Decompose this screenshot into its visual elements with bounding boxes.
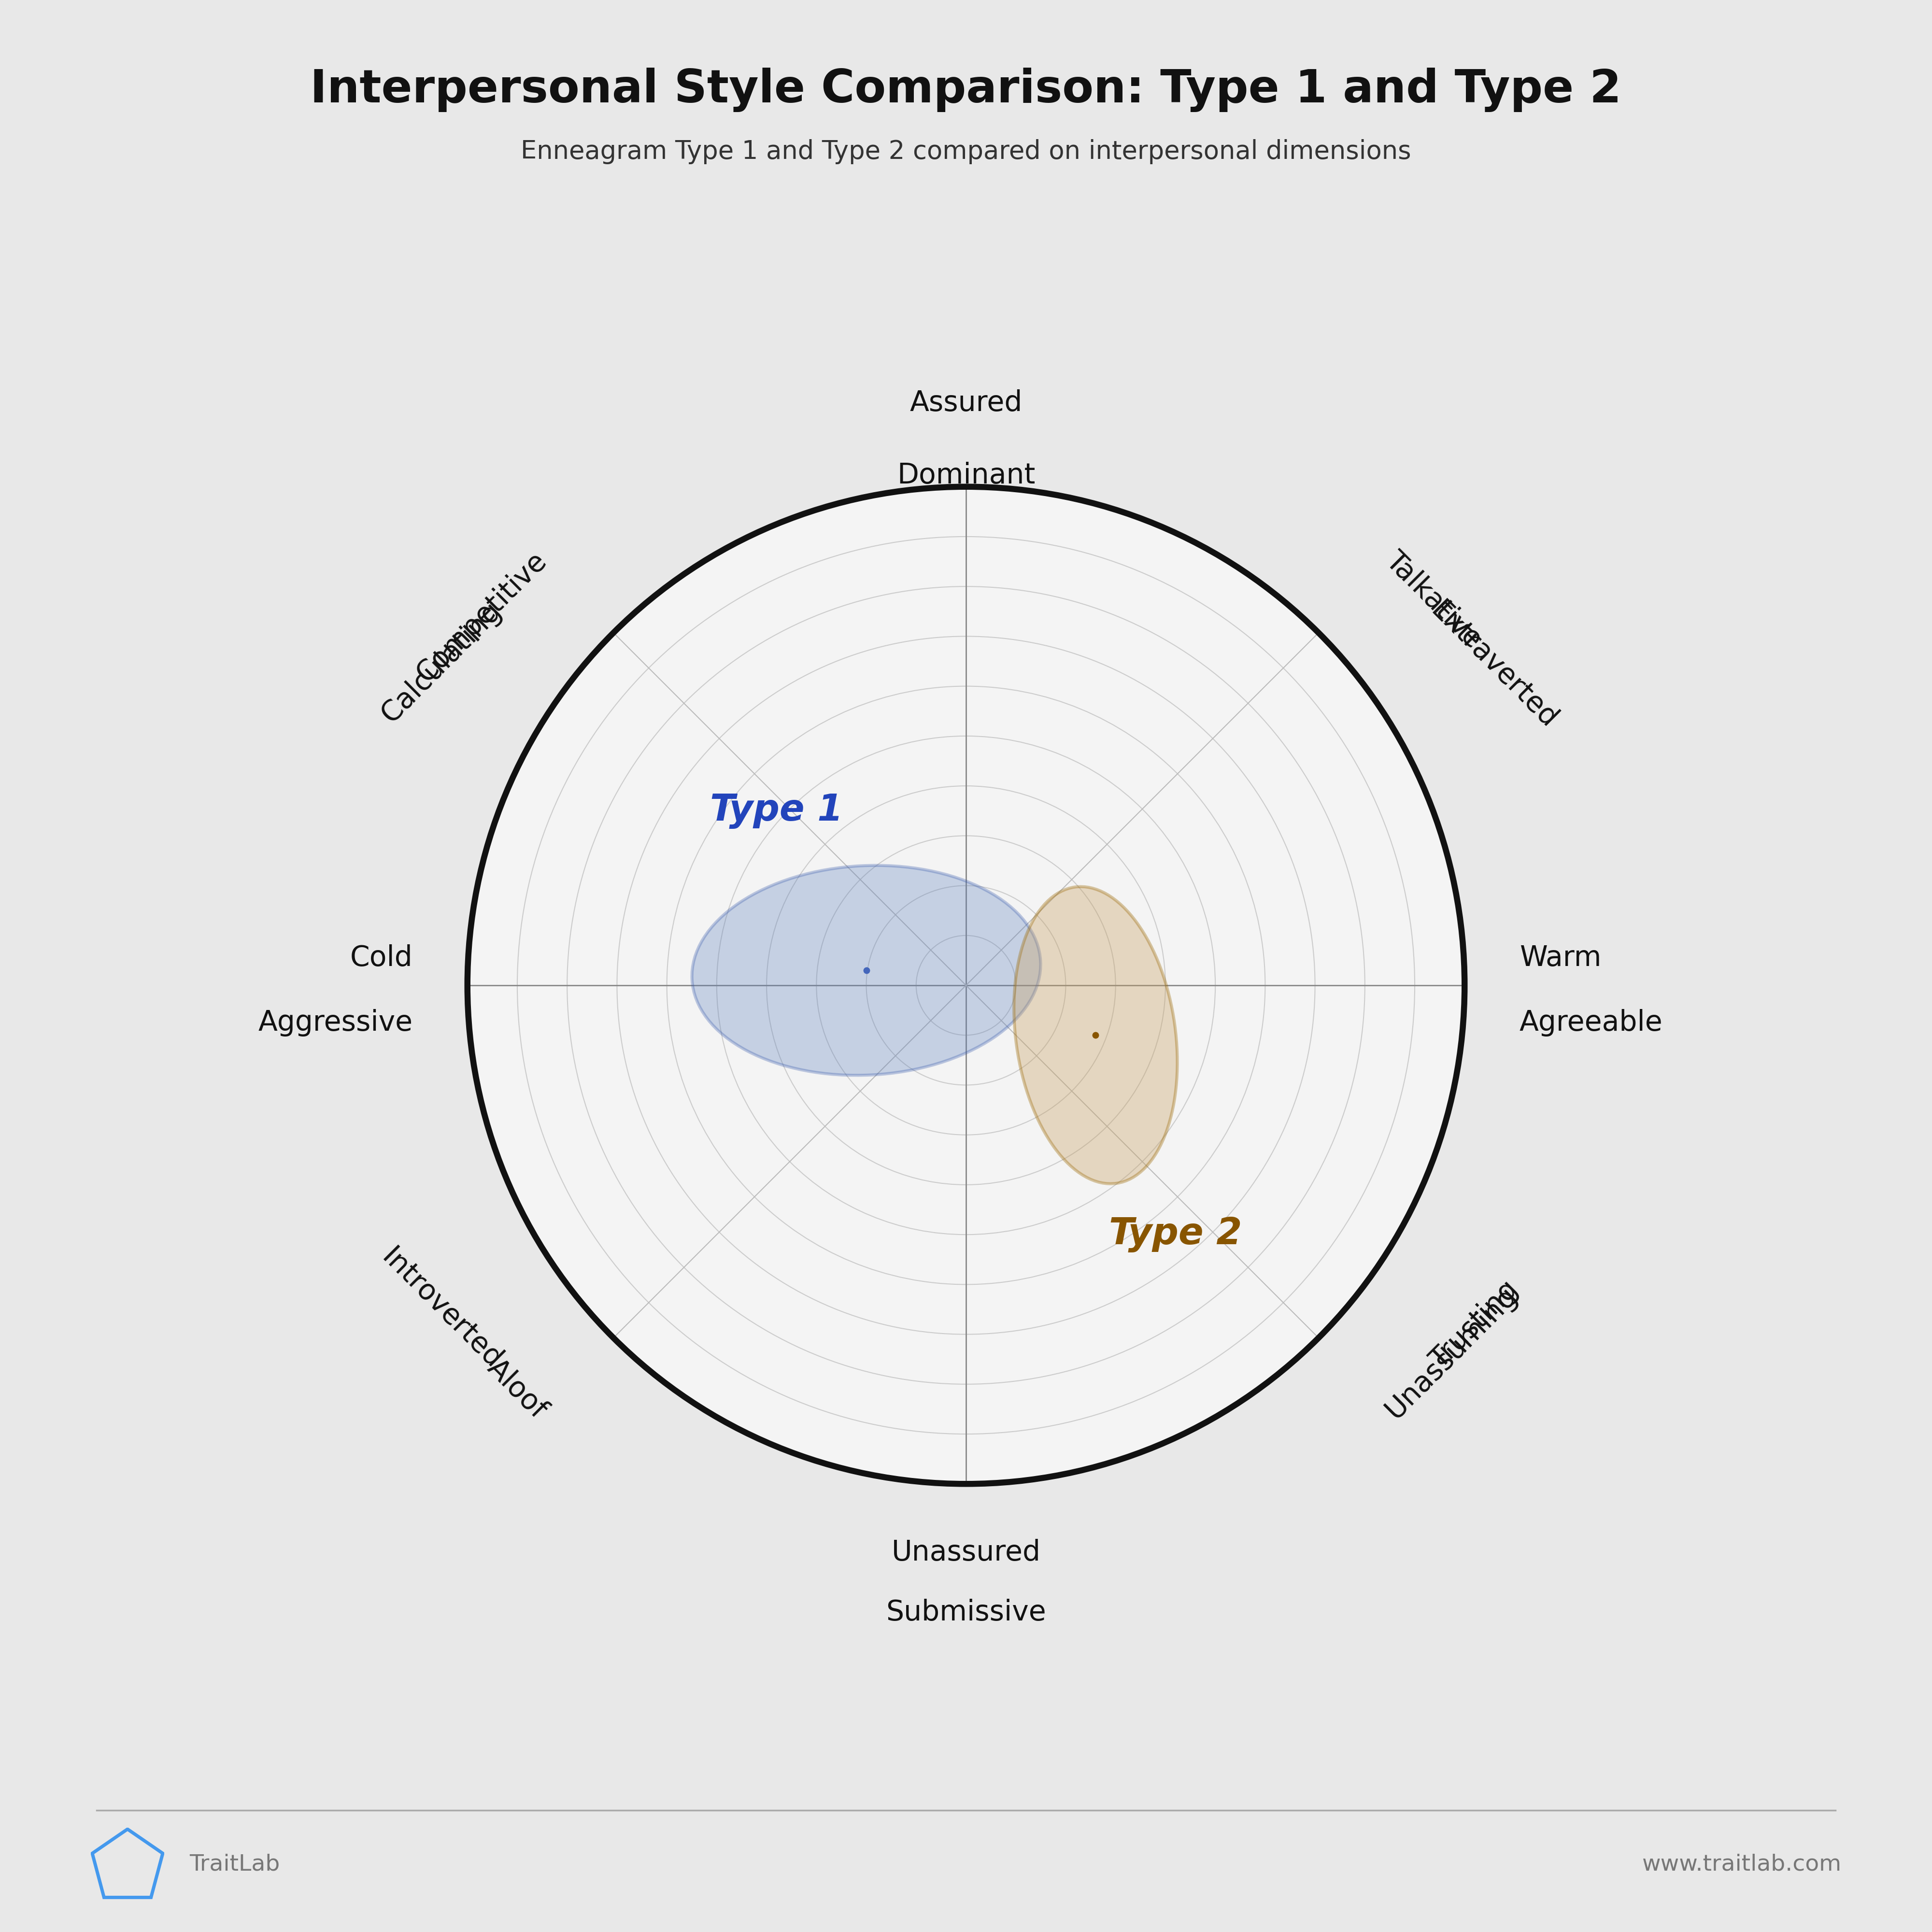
Text: Aggressive: Aggressive [259,1009,413,1036]
Text: www.traitlab.com: www.traitlab.com [1642,1853,1841,1876]
Text: Assured: Assured [910,390,1022,417]
Text: Aloof: Aloof [481,1354,553,1424]
Text: Dominant: Dominant [896,462,1036,489]
Text: Submissive: Submissive [887,1598,1045,1627]
Text: Cold: Cold [350,945,413,972]
Text: TraitLab: TraitLab [189,1853,280,1876]
Point [850,954,881,985]
Text: Calculating: Calculating [377,597,506,728]
Text: Unassuming: Unassuming [1379,1281,1522,1424]
Ellipse shape [692,866,1041,1076]
Text: Agreeable: Agreeable [1519,1009,1663,1036]
Circle shape [468,487,1464,1484]
Text: Unassured: Unassured [891,1538,1041,1567]
Point [1080,1020,1111,1051]
Ellipse shape [1014,887,1177,1184]
Text: Introverted: Introverted [377,1244,506,1374]
Text: Type 2: Type 2 [1109,1217,1242,1252]
Text: Warm: Warm [1519,945,1602,972]
Text: Type 1: Type 1 [711,792,842,829]
Text: Interpersonal Style Comparison: Type 1 and Type 2: Interpersonal Style Comparison: Type 1 a… [311,68,1621,112]
Text: Enneagram Type 1 and Type 2 compared on interpersonal dimensions: Enneagram Type 1 and Type 2 compared on … [522,139,1410,164]
Text: Extraverted: Extraverted [1426,597,1563,734]
Text: Talkative: Talkative [1379,547,1488,653]
Text: Trusting: Trusting [1426,1275,1524,1374]
Text: Competitive: Competitive [412,547,553,688]
